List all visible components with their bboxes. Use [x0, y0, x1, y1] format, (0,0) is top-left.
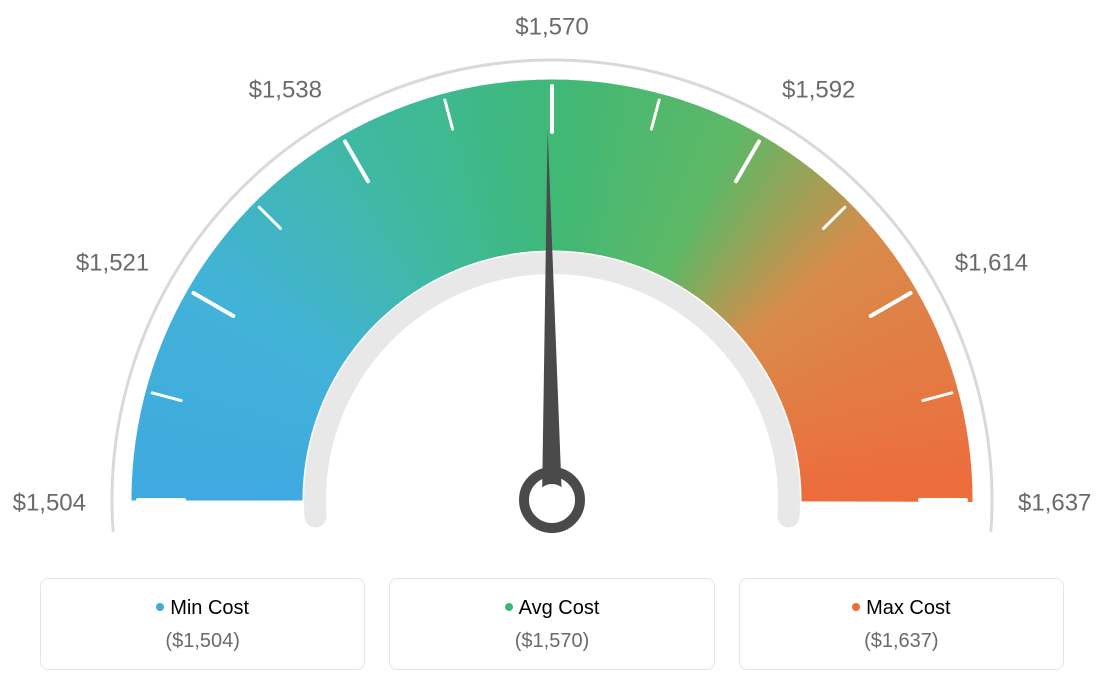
- legend-title-max: Max Cost: [750, 597, 1053, 620]
- legend-title-avg: Avg Cost: [400, 597, 703, 620]
- svg-text:$1,592: $1,592: [782, 77, 855, 104]
- svg-text:$1,504: $1,504: [13, 489, 86, 516]
- legend-value-min: ($1,504): [51, 630, 354, 653]
- dot-icon: [156, 603, 164, 611]
- legend-card-avg: Avg Cost ($1,570): [389, 578, 714, 670]
- dot-icon: [505, 603, 513, 611]
- svg-text:$1,637: $1,637: [1018, 489, 1091, 516]
- svg-text:$1,521: $1,521: [76, 249, 149, 276]
- legend-label: Max Cost: [866, 597, 950, 619]
- svg-text:$1,614: $1,614: [955, 249, 1028, 276]
- legend-label: Avg Cost: [519, 597, 600, 619]
- svg-text:$1,538: $1,538: [249, 77, 322, 104]
- chart-container: $1,504 $1,521 $1,538 $1,570 $1,592 $1,614 $1,6…: [0, 0, 1104, 690]
- dot-icon: [852, 603, 860, 611]
- svg-text:$1,570: $1,570: [515, 13, 588, 40]
- legend-title-min: Min Cost: [51, 597, 354, 620]
- legend-label: Min Cost: [170, 597, 249, 619]
- legend-row: Min Cost ($1,504) Avg Cost ($1,570) Max …: [0, 578, 1104, 670]
- legend-value-avg: ($1,570): [400, 630, 703, 653]
- gauge-chart: $1,504 $1,521 $1,538 $1,570 $1,592 $1,614 $1,6…: [0, 0, 1104, 560]
- legend-card-min: Min Cost ($1,504): [40, 578, 365, 670]
- legend-card-max: Max Cost ($1,637): [739, 578, 1064, 670]
- legend-value-max: ($1,637): [750, 630, 1053, 653]
